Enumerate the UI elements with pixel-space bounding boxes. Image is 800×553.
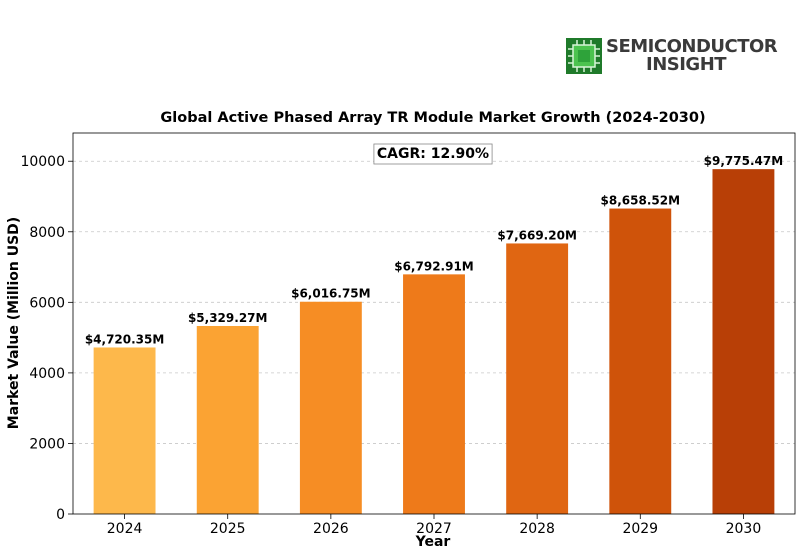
y-axis-ticks: 0 2000 4000 6000 8000 10000 [20,154,73,523]
cagr-box [373,143,493,165]
bar-2028 [506,243,569,514]
bar-2030 [712,169,775,515]
bar-value-labels: $4,720.35M $5,329.27M $6,016.75M $6,792.91M… [85,154,783,346]
bar-value-label: $5,329.27M [188,311,268,325]
brand-line2: INSIGHT [646,54,727,75]
y-tick-label: 6000 [29,295,65,311]
chip-icon [566,38,602,74]
y-tick-label: 0 [56,507,65,523]
bar-value-label: $8,658.52M [601,194,681,208]
x-tick-label: 2027 [416,521,452,537]
bar-value-label: $4,720.35M [85,332,165,346]
bar-2027 [403,274,465,514]
bar-value-label: $6,016.75M [291,287,371,301]
y-tick-label: 10000 [20,154,65,170]
bar-2029 [609,208,672,514]
chart-title: Global Active Phased Array TR Module Mar… [160,110,705,126]
cagr-text: CAGR: 12.90% [377,146,489,162]
x-tick-label: 2029 [622,521,658,537]
bars [93,169,775,515]
x-tick-label: 2026 [313,521,349,537]
brand-line1: SEMICONDUCTOR [606,36,778,57]
y-tick-label: 2000 [29,436,65,452]
x-axis-ticks: 2024 2025 2026 2027 2028 2029 2030 [107,514,761,537]
x-tick-label: 2025 [210,521,246,537]
bar-value-label: $7,669.20M [497,228,577,242]
bar-2024 [93,347,156,514]
bar-value-label: $9,775.47M [704,154,784,168]
y-tick-label: 4000 [29,366,65,382]
y-tick-label: 8000 [29,225,65,241]
x-axis-label: Year [415,534,451,550]
bar-2026 [299,301,362,514]
bar-2025 [196,325,259,514]
y-axis-label: Market Value (Million USD) [6,217,22,429]
x-tick-label: 2024 [107,521,143,537]
x-tick-label: 2030 [726,521,762,537]
cagr-annotation: CAGR: 12.90% [373,143,493,165]
brand-logo: SEMICONDUCTOR INSIGHT [566,36,778,78]
bar-value-label: $6,792.91M [394,259,474,273]
x-tick-label: 2028 [519,521,555,537]
